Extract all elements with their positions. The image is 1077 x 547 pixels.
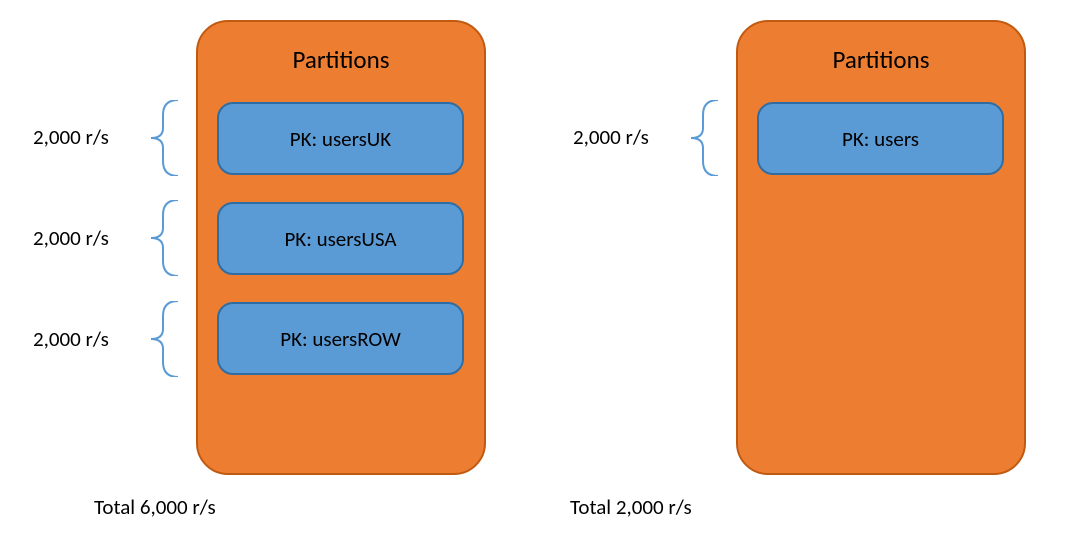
pk-label: PK: users [842,126,919,152]
brace-icon [133,301,183,377]
right-partitions-container: Partitions [736,20,1026,475]
pk-box-usersuk: PK: usersUK [217,102,464,175]
rate-label-left-3: 2,000 r/s [33,326,109,352]
brace-icon [673,100,723,176]
pk-box-usersusa: PK: usersUSA [217,202,464,275]
total-label-right: Total 2,000 r/s [570,494,692,520]
left-container-title: Partitions [198,22,484,75]
rate-label-right-1: 2,000 r/s [573,124,649,150]
right-container-title: Partitions [738,22,1024,75]
brace-icon [133,200,183,276]
rate-label-left-1: 2,000 r/s [33,124,109,150]
total-label-left: Total 6,000 r/s [94,494,216,520]
pk-box-users: PK: users [757,102,1004,175]
pk-label: PK: usersUSA [284,226,396,252]
pk-box-usersrow: PK: usersROW [217,302,464,375]
pk-label: PK: usersUK [290,126,391,152]
pk-label: PK: usersROW [280,326,401,352]
rate-label-left-2: 2,000 r/s [33,225,109,251]
brace-icon [133,100,183,176]
